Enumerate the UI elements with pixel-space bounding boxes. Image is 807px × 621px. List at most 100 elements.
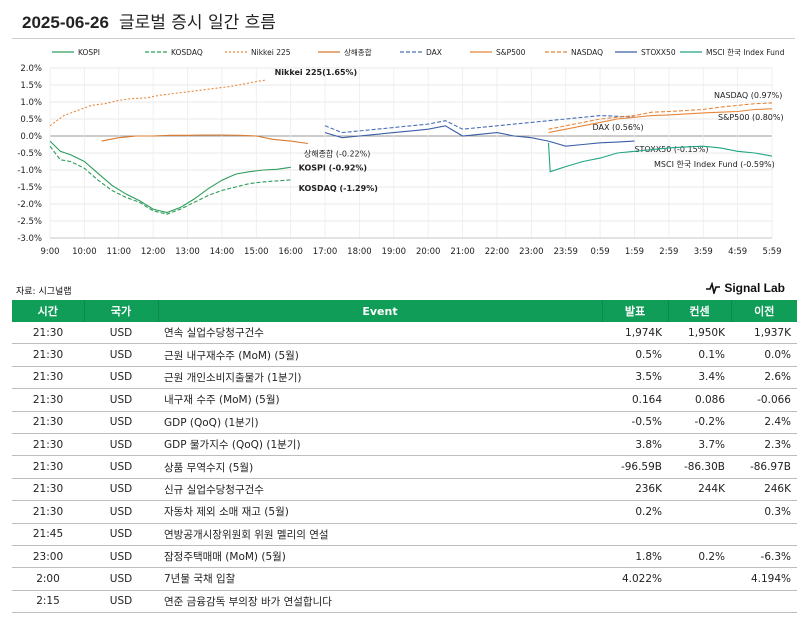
x-tick-label: 15:00 <box>244 247 269 257</box>
x-tick-label: 19:00 <box>382 247 407 257</box>
y-tick-label: -2.0% <box>17 200 42 210</box>
cell-event: 근원 개인소비지출물가 (1분기) <box>158 366 602 390</box>
table-row: 21:30 USD 연속 실업수당청구건수 1,974K 1,950K 1,937K <box>12 322 797 345</box>
cell-event: GDP (QoQ) (1분기) <box>158 411 602 434</box>
table-row: 21:30 USD 상품 무역수지 (5월) -96.59B -86.30B -86.97… <box>12 455 797 479</box>
legend-label: NASDAQ <box>571 48 603 57</box>
chart-footer: 자료: 시그널랩 Signal Lab <box>0 281 807 299</box>
cell-consensus: 0.086 <box>668 388 731 412</box>
legend-label: MSCI 한국 Index Fund <box>706 48 785 57</box>
report-title: 글로벌 증시 일간 흐름 <box>118 13 276 33</box>
x-tick-label: 12:00 <box>141 247 166 257</box>
cell-previous: 2.3% <box>731 433 797 457</box>
cell-country: USD <box>84 388 158 412</box>
cell-actual: 236K <box>602 478 668 502</box>
cell-country: USD <box>84 478 158 502</box>
table-row: 21:30 USD 근원 내구재수주 (MoM) (5월) 0.5% 0.1% 0.0% <box>12 343 797 367</box>
table-row: 23:00 USD 잠정주택매매 (MoM) (5월) 1.8% 0.2% -6.3% <box>12 545 797 569</box>
legend-label: STOXX50 <box>641 48 676 57</box>
cell-event: 근원 내구재수주 (MoM) (5월) <box>158 343 602 367</box>
table-row: 21:30 USD 자동차 제외 소매 재고 (5월) 0.2% 0.3% <box>12 500 797 524</box>
market-line-chart: 2.0% 1.5% 1.0% 0.5% 0.0% -0.5% -1.0% -1.5% -2.0%… <box>17 47 785 257</box>
table-row: 21:30 USD 내구재 수주 (MoM) (5월) 0.164 0.086 -0.06… <box>12 388 797 412</box>
header-divider <box>12 38 795 39</box>
y-tick-label: -2.5% <box>17 217 42 227</box>
cell-actual <box>602 523 668 546</box>
cell-event: 상품 무역수지 (5월) <box>158 455 602 479</box>
cell-country: USD <box>84 523 158 546</box>
series-end-label: STOXX50 (-0.15%) <box>634 145 708 154</box>
col-header-consensus: 컨센 <box>668 300 732 322</box>
table-row: 21:30 USD 신규 실업수당청구건수 236K 244K 246K <box>12 478 797 502</box>
series-end-label: S&P500 (0.80%) <box>718 113 784 122</box>
cell-consensus <box>668 523 731 546</box>
cell-time: 23:00 <box>12 545 84 569</box>
x-tick-label: 0:59 <box>591 247 610 257</box>
series-end-label: DAX (0.56%) <box>592 123 643 132</box>
cell-event: 내구재 수주 (MoM) (5월) <box>158 388 602 412</box>
cell-consensus <box>668 590 731 614</box>
cell-time: 21:30 <box>12 322 84 345</box>
table-row: 2:00 USD 7년물 국채 입찰 4.022% 4.194% <box>12 567 797 591</box>
col-header-time: 시간 <box>12 300 85 322</box>
x-tick-label: 17:00 <box>313 247 338 257</box>
series-line <box>548 102 773 130</box>
cell-time: 2:15 <box>12 590 84 614</box>
cell-country: USD <box>84 590 158 614</box>
y-tick-label: -0.5% <box>17 149 42 159</box>
cell-consensus: -0.2% <box>668 411 731 434</box>
series-end-label: MSCI 한국 Index Fund (-0.59%) <box>654 160 775 169</box>
report-date: 2025-06-26 <box>22 13 109 32</box>
series-line <box>49 79 267 127</box>
series-line <box>101 134 308 145</box>
x-tick-label: 2:59 <box>659 247 678 257</box>
cell-country: USD <box>84 322 158 345</box>
legend-label: Nikkei 225 <box>251 48 291 57</box>
table-header-row: 시간 국가 Event 발표 컨센 이전 <box>12 300 797 322</box>
cell-time: 21:30 <box>12 411 84 434</box>
cell-previous <box>731 523 797 546</box>
col-header-event: Event <box>158 300 603 322</box>
table-row: 21:30 USD 근원 개인소비지출물가 (1분기) 3.5% 3.4% 2.6% <box>12 366 797 390</box>
legend-label: S&P500 <box>496 48 526 57</box>
x-tick-label: 22:00 <box>485 247 510 257</box>
y-tick-label: 1.0% <box>20 98 42 108</box>
legend-label: KOSPI <box>78 48 100 57</box>
cell-country: USD <box>84 411 158 434</box>
cell-actual: 1,974K <box>602 322 668 345</box>
cell-previous: 2.4% <box>731 411 797 434</box>
cell-actual: 3.5% <box>602 366 668 390</box>
x-tick-label: 1:59 <box>625 247 644 257</box>
cell-event: 신규 실업수당청구건수 <box>158 478 602 502</box>
cell-event: 연속 실업수당청구건수 <box>158 322 602 345</box>
series-line <box>324 115 635 134</box>
cell-time: 21:30 <box>12 433 84 457</box>
y-tick-label: 2.0% <box>20 64 42 74</box>
cell-country: USD <box>84 500 158 524</box>
series-line <box>548 108 773 134</box>
series-end-label: Nikkei 225(1.65%) <box>275 68 358 77</box>
series-end-label: 상해종합 (-0.22%) <box>304 148 371 158</box>
y-tick-label: -1.5% <box>17 183 42 193</box>
cell-country: USD <box>84 343 158 367</box>
cell-consensus <box>668 567 731 591</box>
cell-actual: 1.8% <box>602 545 668 569</box>
x-tick-label: 23:00 <box>519 247 544 257</box>
x-tick-label: 10:00 <box>72 247 97 257</box>
x-tick-label: 3:59 <box>694 247 713 257</box>
cell-consensus: 3.7% <box>668 433 731 457</box>
cell-actual: -0.5% <box>602 411 668 434</box>
col-header-previous: 이전 <box>731 300 797 322</box>
y-tick-label: -1.0% <box>17 166 42 176</box>
cell-previous: -6.3% <box>731 545 797 569</box>
cell-event: GDP 물가지수 (QoQ) (1분기) <box>158 433 602 457</box>
x-tick-label: 4:59 <box>728 247 747 257</box>
cell-actual: 0.2% <box>602 500 668 524</box>
y-tick-label: 0.5% <box>20 115 42 125</box>
series-line <box>49 145 291 215</box>
cell-country: USD <box>84 545 158 569</box>
x-tick-label: 9:00 <box>40 247 59 257</box>
x-tick-label: 21:00 <box>450 247 475 257</box>
pulse-icon <box>706 282 721 294</box>
series-line <box>49 140 291 214</box>
